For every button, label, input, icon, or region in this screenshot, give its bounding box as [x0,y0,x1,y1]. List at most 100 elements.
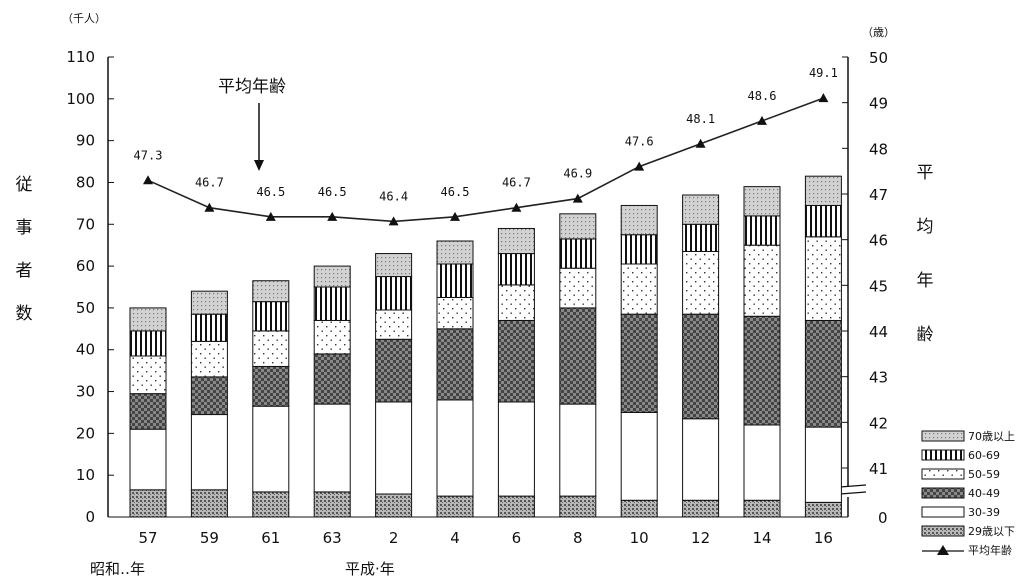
bar-segment [682,223,720,252]
bar-segment [743,244,781,317]
bar-segment [682,194,720,225]
annotation-arrow-head [254,160,264,171]
legend-swatch [921,487,965,499]
average-age-point [572,193,583,203]
x-tick-label: 2 [389,529,399,547]
average-age-data-label: 46.7 [195,176,224,190]
average-age-point [388,216,399,226]
average-age-data-label: 46.7 [502,176,531,190]
bar-segment [190,340,228,378]
x-tick-label: 4 [450,529,460,547]
bar-segment [559,238,597,269]
bar-segment [559,307,597,405]
bar-segment [620,499,658,518]
left-axis-title-char: 従 [16,175,33,195]
average-age-series-line [147,97,824,223]
bar-segment [682,418,720,501]
average-age-point [511,202,522,212]
bar-segment [497,253,535,286]
average-age-data-label: 46.5 [441,185,470,199]
x-tick-label: 59 [200,529,219,547]
bar-segment [313,265,351,288]
left-tick-label: 80 [76,173,95,191]
x-tick-label: 16 [814,529,833,547]
bar-segment [129,355,167,395]
bar-segment [252,301,290,332]
left-tick-label: 40 [76,341,95,359]
bar-segment [620,234,658,265]
left-tick-label: 60 [76,257,95,275]
right-tick-label: 46 [869,232,888,250]
bar-segment [743,424,781,501]
average-age-annotation: 平均年齢 [218,77,286,97]
bar-segment [252,330,290,367]
bar-segment [682,313,720,420]
left-axis-title-char: 事 [16,218,33,238]
bar-segment [497,495,535,518]
bar-segment [375,493,413,518]
left-tick-label: 10 [76,466,95,484]
x-tick-label: 63 [323,529,342,547]
average-age-point [634,161,645,171]
right-tick-label: 41 [869,460,888,478]
legend-label: 60-69 [968,449,1000,462]
bar-segment [313,286,351,321]
average-age-data-label: 47.3 [134,148,163,162]
bar-segment [436,263,474,298]
right-tick-label: 50 [869,49,888,67]
left-unit-label: （千人） [62,12,106,25]
average-age-point [818,93,829,103]
left-axis-title-char: 数 [16,304,33,324]
right-y-ticks: 0 41 42 43 44 45 46 47 48 49 50 [842,49,888,527]
x-tick-label: 57 [138,529,157,547]
right-axis-title-char: 均 [917,217,934,237]
bar-segment [620,411,658,501]
bar-segment [620,204,658,236]
right-tick-label: 48 [869,140,888,158]
legend-label: 平均年齢 [968,543,1012,557]
bar-segment [313,403,351,493]
bar-segment [436,399,474,497]
average-age-point [327,211,338,221]
left-tick-label: 50 [76,299,95,317]
bar-segment [743,315,781,426]
axis-break-mark-2 [839,491,867,495]
right-tick-label: 42 [869,414,888,432]
left-tick-label: 110 [66,48,95,66]
axis-break-mark-1 [839,484,867,488]
average-age-data-label: 46.5 [318,185,347,199]
bar-segment [559,213,597,240]
bar-segment [129,330,167,357]
legend-label: 29歳以下 [968,525,1015,538]
average-age-point [757,115,767,125]
average-age-line: 47.3 46.7 46.5 46.5 46.4 46.5 46.7 46.9 47.6 48.1… [134,66,838,226]
bar-segment [804,501,842,518]
bar-segment [436,328,474,401]
left-tick-label: 100 [66,90,95,108]
bar-segment [559,495,597,518]
right-tick-label: 44 [869,323,888,341]
left-tick-label: 20 [76,424,95,442]
bar-segment [375,253,413,278]
era-label-heisei: 平成·年 [345,560,395,578]
bar-segment [129,307,167,332]
right-tick-label: 49 [869,95,888,113]
left-tick-label: 90 [76,132,95,150]
bar-segment [375,338,413,403]
x-tick-label: 8 [573,529,583,547]
left-tick-label: 30 [76,383,95,401]
average-age-data-label: 46.9 [563,167,592,181]
legend-swatch [921,449,965,461]
bar-segment [559,267,597,309]
x-tick-label: 6 [512,529,522,547]
legend-swatch [921,506,965,518]
right-axis-title-char: 平 [917,163,934,183]
bar-segment [743,499,781,518]
left-axis-title-char: 者 [16,261,33,281]
right-unit-label: （歳） [862,26,895,39]
bar-segment [436,296,474,330]
bar-segment [620,313,658,413]
